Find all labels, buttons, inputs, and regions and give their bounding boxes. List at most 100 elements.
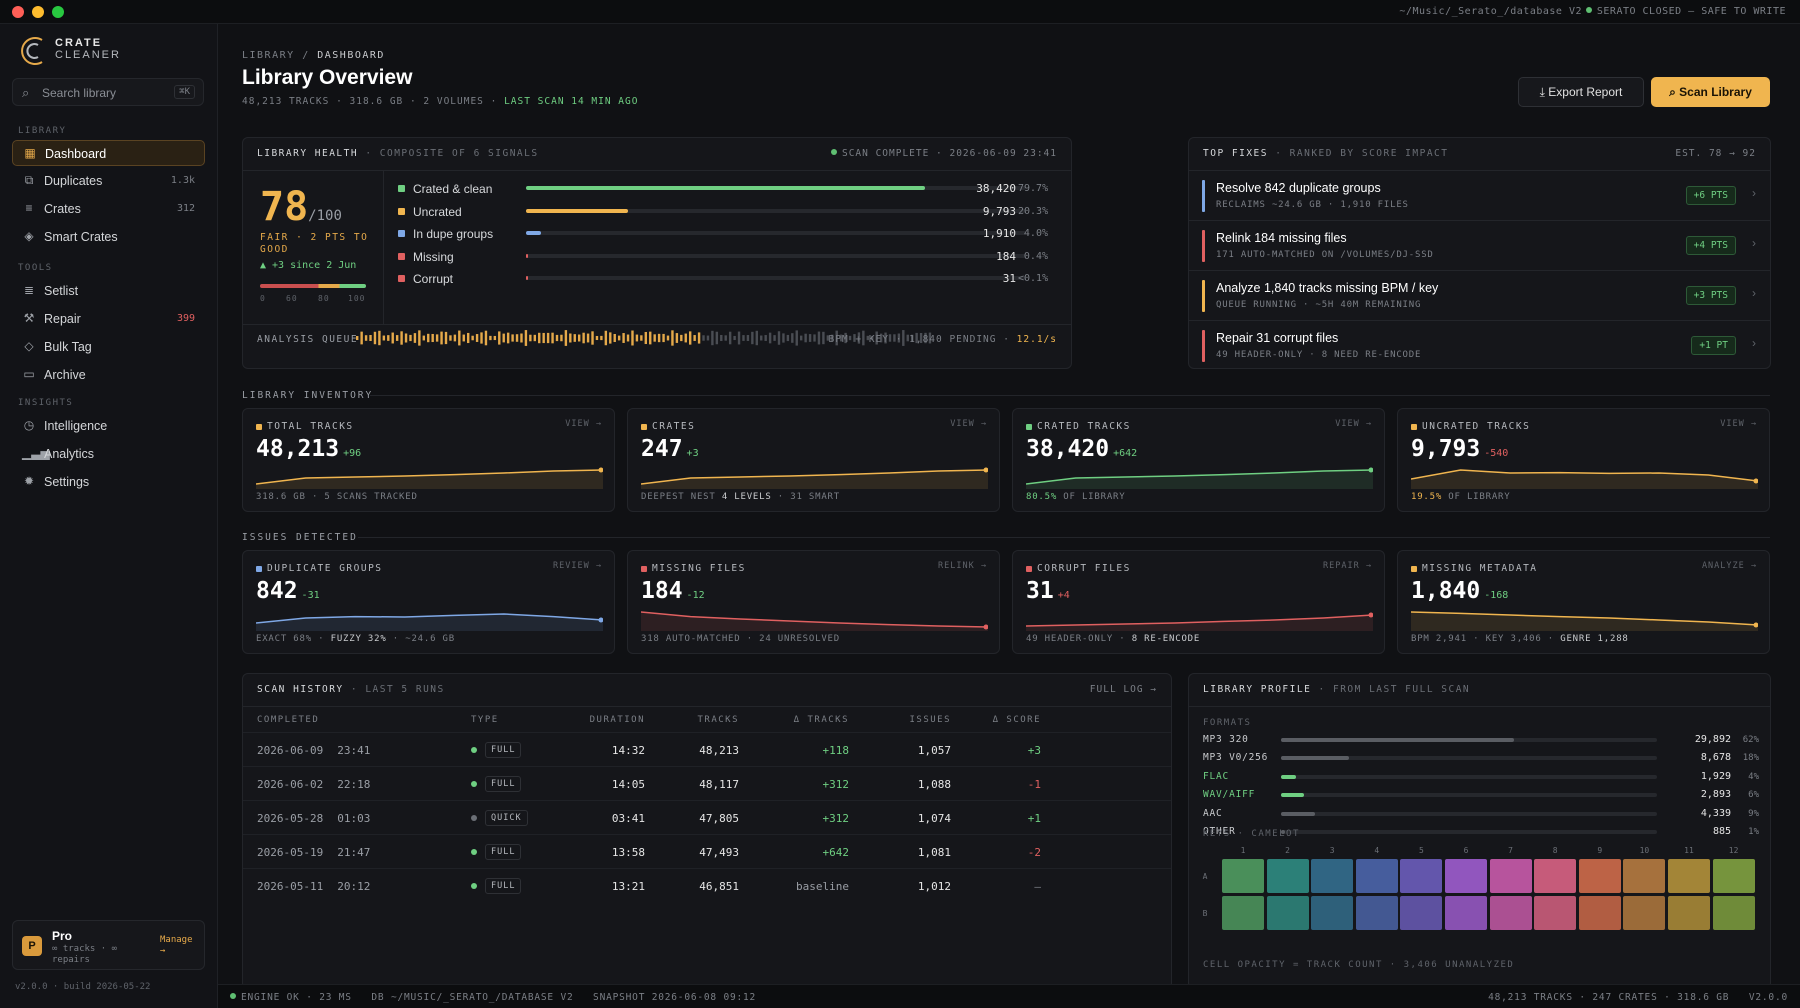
sidebar-item-settings[interactable]: ✹ Settings bbox=[12, 469, 205, 495]
column-header[interactable]: Δ TRACKS bbox=[793, 715, 849, 725]
metric-card[interactable]: CRATED TRACKS VIEW → 38,420 +642 80.5% OF LI… bbox=[1012, 408, 1385, 512]
sidebar-item-archive[interactable]: ▭ Archive bbox=[12, 362, 205, 388]
scan-status: SCAN COMPLETE · 2026-06-09 23:41 bbox=[830, 148, 1057, 159]
key-cell[interactable] bbox=[1578, 859, 1621, 893]
page-subtitle: 48,213 TRACKS · 318.6 GB · 2 VOLUMES · L… bbox=[242, 96, 638, 107]
table-row[interactable]: 2026-05-19 21:47 FULL 13:58 47,493 +642 1,081 -… bbox=[243, 834, 1171, 868]
format-fill bbox=[1281, 756, 1349, 761]
key-cell[interactable] bbox=[1668, 896, 1710, 930]
key-cell[interactable] bbox=[1311, 896, 1354, 930]
scan-type-badge: FULL bbox=[485, 776, 522, 792]
metric-action-link[interactable]: RELINK → bbox=[938, 561, 987, 571]
waveform-bar bbox=[529, 334, 532, 342]
key-cell[interactable] bbox=[1489, 896, 1532, 930]
copy-icon: ⧉ bbox=[24, 173, 34, 187]
key-row-label: A bbox=[1202, 872, 1208, 881]
key-cell[interactable] bbox=[1222, 896, 1264, 930]
sidebar-item-label: Crates bbox=[44, 202, 81, 216]
key-cell[interactable] bbox=[1534, 896, 1577, 930]
table-row[interactable]: 2026-06-09 23:41 FULL 14:32 48,213 +118 1,057 +… bbox=[243, 732, 1171, 766]
metric-card[interactable]: CORRUPT FILES REPAIR → 31 +4 49 HEADER-ONLY … bbox=[1012, 550, 1385, 654]
metric-card[interactable]: MISSING METADATA ANALYZE → 1,840 -168 BPM 2,… bbox=[1397, 550, 1770, 654]
table-row[interactable]: 2026-06-02 22:18 FULL 14:05 48,117 +312 1,088 -… bbox=[243, 766, 1171, 800]
metric-card[interactable]: CRATES VIEW → 247 +3 DEEPEST NEST 4 LEVELS ·… bbox=[627, 408, 1000, 512]
key-cell[interactable] bbox=[1311, 859, 1354, 893]
waveform-bar bbox=[467, 332, 470, 344]
key-cell[interactable] bbox=[1445, 859, 1487, 893]
key-cell[interactable] bbox=[1355, 896, 1398, 930]
metric-card[interactable]: UNCRATED TRACKS VIEW → 9,793 -540 19.5% OF L… bbox=[1397, 408, 1770, 512]
metric-action-link[interactable]: REPAIR → bbox=[1323, 561, 1372, 571]
key-cell[interactable] bbox=[1712, 896, 1755, 930]
format-count: 1,929 bbox=[1700, 770, 1731, 782]
metric-action-link[interactable]: ANALYZE → bbox=[1701, 561, 1757, 571]
minimize-window-button[interactable] bbox=[32, 6, 44, 18]
key-cell[interactable] bbox=[1623, 859, 1666, 893]
sparkline-line bbox=[641, 611, 988, 628]
column-header[interactable]: TRACKS bbox=[697, 715, 739, 725]
database-path: ~/Music/_Serato_/database V2 bbox=[1399, 6, 1582, 17]
key-cell[interactable] bbox=[1355, 859, 1398, 893]
sidebar-item-repair[interactable]: ⚒ Repair 399 bbox=[12, 306, 205, 332]
sidebar-item-dashboard[interactable]: ▦ Dashboard bbox=[12, 140, 205, 166]
sidebar-item-label: Smart Crates bbox=[44, 230, 118, 244]
scan-status-dot-icon bbox=[471, 849, 477, 855]
cell-time: 01:03 bbox=[337, 812, 371, 825]
metric-value-number: 184 bbox=[641, 578, 683, 604]
column-header[interactable]: TYPE bbox=[471, 715, 499, 725]
close-window-button[interactable] bbox=[12, 6, 24, 18]
sidebar-item-analytics[interactable]: ▁▃▅ Analytics bbox=[12, 441, 205, 467]
zoom-window-button[interactable] bbox=[52, 6, 64, 18]
search-input[interactable]: ⌕ Search library ⌘K bbox=[12, 78, 204, 106]
sidebar-item-duplicates[interactable]: ⧉ Duplicates 1.3k bbox=[12, 168, 205, 194]
key-cell[interactable] bbox=[1445, 896, 1487, 930]
column-header[interactable]: ISSUES bbox=[909, 715, 951, 725]
export-report-button[interactable]: ⤓ Export Report bbox=[1518, 77, 1644, 107]
key-cell[interactable] bbox=[1712, 859, 1755, 893]
sidebar-item-crates[interactable]: ≡ Crates 312 bbox=[12, 196, 205, 222]
key-cell[interactable] bbox=[1400, 896, 1443, 930]
waveform-bar bbox=[440, 331, 443, 345]
sidebar-item-setlist[interactable]: ≣ Setlist bbox=[12, 278, 205, 304]
fix-item[interactable]: Relink 184 missing files 171 AUTO-MATCHED… bbox=[1189, 220, 1770, 270]
key-cell[interactable] bbox=[1266, 859, 1309, 893]
sidebar-item-smart-crates[interactable]: ◈ Smart Crates bbox=[12, 224, 205, 250]
waveform-bar bbox=[791, 333, 794, 343]
column-header[interactable]: DURATION bbox=[589, 715, 645, 725]
waveform-bar bbox=[662, 333, 665, 343]
key-cell[interactable] bbox=[1668, 859, 1710, 893]
metric-value-number: 247 bbox=[641, 436, 683, 462]
fix-item[interactable]: Analyze 1,840 tracks missing BPM / key QU… bbox=[1189, 270, 1770, 320]
waveform-bar bbox=[746, 335, 750, 341]
column-header[interactable]: Δ SCORE bbox=[992, 715, 1041, 725]
key-cell[interactable] bbox=[1534, 859, 1577, 893]
key-cell[interactable] bbox=[1400, 859, 1443, 893]
fix-item[interactable]: Repair 31 corrupt files 49 HEADER-ONLY · … bbox=[1189, 320, 1770, 368]
metric-card[interactable]: MISSING FILES RELINK → 184 -12 318 AUTO-MATC… bbox=[627, 550, 1000, 654]
key-cell[interactable] bbox=[1222, 859, 1264, 893]
metric-action-link[interactable]: VIEW → bbox=[565, 419, 602, 429]
metric-action-link[interactable]: VIEW → bbox=[1720, 419, 1757, 429]
column-header[interactable]: COMPLETED bbox=[257, 715, 320, 725]
metric-action-link[interactable]: VIEW → bbox=[950, 419, 987, 429]
sidebar-item-intelligence[interactable]: ◷ Intelligence bbox=[12, 413, 205, 439]
metric-card[interactable]: TOTAL TRACKS VIEW → 48,213 +96 318.6 GB · 5 … bbox=[242, 408, 615, 512]
metric-delta: +642 bbox=[1113, 448, 1138, 459]
metric-card[interactable]: DUPLICATE GROUPS REVIEW → 842 -31 EXACT 68% … bbox=[242, 550, 615, 654]
sparkline-endpoint bbox=[598, 467, 603, 473]
key-cell[interactable] bbox=[1266, 896, 1309, 930]
table-row[interactable]: 2026-05-11 20:12 FULL 13:21 46,851 baseline 1,… bbox=[243, 868, 1171, 902]
fix-item[interactable]: Resolve 842 duplicate groups RECLAIMS ~24… bbox=[1189, 170, 1770, 220]
key-column-label: 6 bbox=[1463, 846, 1469, 855]
table-row[interactable]: 2026-05-28 01:03 QUICK 03:41 47,805 +312 1,074… bbox=[243, 800, 1171, 834]
manage-plan-link[interactable]: Manage → bbox=[160, 935, 193, 956]
sidebar-item-bulk-tag[interactable]: ◇ Bulk Tag bbox=[12, 334, 205, 360]
key-cell[interactable] bbox=[1489, 859, 1532, 893]
key-cell[interactable] bbox=[1578, 896, 1621, 930]
full-log-link[interactable]: FULL LOG → bbox=[1089, 684, 1157, 695]
metric-action-link[interactable]: VIEW → bbox=[1335, 419, 1372, 429]
breadcrumb-root[interactable]: LIBRARY bbox=[242, 50, 295, 61]
scan-library-button[interactable]: ⌕ Scan Library bbox=[1651, 77, 1770, 107]
metric-action-link[interactable]: REVIEW → bbox=[553, 561, 602, 571]
key-cell[interactable] bbox=[1623, 896, 1666, 930]
